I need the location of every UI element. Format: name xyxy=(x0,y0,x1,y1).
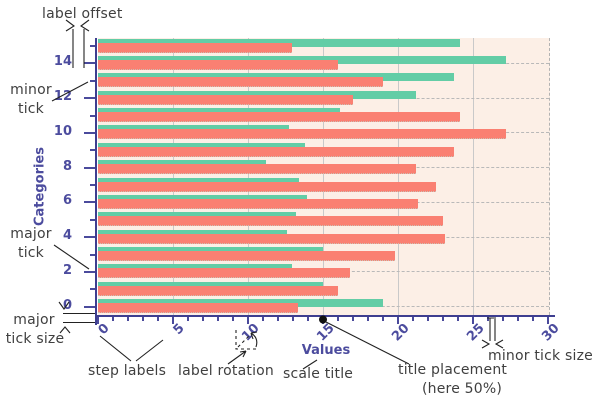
x-minor-tick xyxy=(442,316,444,321)
y-major-tick xyxy=(84,236,96,239)
x-tick-label: 25 xyxy=(464,321,488,345)
bar-red-13 xyxy=(98,77,383,88)
x-minor-tick xyxy=(352,316,354,321)
minor-tick-note-line1: minor xyxy=(10,82,52,98)
x-minor-tick xyxy=(262,316,264,321)
x-minor-tick xyxy=(142,316,144,321)
y-major-tick xyxy=(84,201,96,204)
x-minor-tick xyxy=(517,316,519,321)
y-minor-tick xyxy=(90,45,96,47)
vertical-gridline xyxy=(322,38,324,315)
x-axis-title: Values xyxy=(301,343,351,358)
y-tick-label: 6 xyxy=(62,193,72,209)
y-minor-tick xyxy=(90,253,96,256)
bar-red-9 xyxy=(98,146,454,157)
bar-red-14 xyxy=(98,59,338,70)
x-tick-label: 20 xyxy=(389,321,413,345)
label-offset-note: label offset xyxy=(42,6,123,22)
bar-red-5 xyxy=(98,216,443,227)
y-major-tick xyxy=(84,305,96,308)
x-minor-tick xyxy=(457,316,459,321)
bar-red-10 xyxy=(98,129,506,140)
x-minor-tick xyxy=(187,316,189,321)
vertical-gridline xyxy=(172,38,174,315)
minor-tick-note-line2: tick xyxy=(18,101,44,117)
y-minor-tick xyxy=(90,149,96,152)
x-tick-label: 10 xyxy=(239,321,263,345)
y-minor-tick xyxy=(90,288,96,291)
y-tick-label: 14 xyxy=(53,54,72,70)
bar-red-6 xyxy=(98,198,418,209)
x-minor-tick xyxy=(427,316,429,321)
title-placement-note-line2: (here 50%) xyxy=(422,381,503,397)
y-minor-tick xyxy=(90,79,96,82)
bar-red-8 xyxy=(98,164,416,175)
y-minor-tick xyxy=(90,114,96,117)
x-minor-tick xyxy=(277,316,279,321)
y-minor-tick xyxy=(90,218,96,221)
x-minor-tick xyxy=(307,316,309,321)
bar-red-4 xyxy=(98,233,445,244)
x-minor-tick xyxy=(202,316,204,321)
step-labels-note: step labels xyxy=(88,363,167,379)
x-minor-tick xyxy=(292,316,294,321)
x-minor-tick xyxy=(382,316,384,321)
x-tick-label: 5 xyxy=(170,321,188,339)
y-major-tick xyxy=(84,166,96,169)
x-minor-tick xyxy=(112,316,114,321)
major-tick-size-note-line2: tick size xyxy=(5,331,65,347)
x-minor-tick xyxy=(232,316,234,321)
bar-red-0 xyxy=(98,303,298,314)
x-major-tick xyxy=(472,316,474,324)
vertical-gridline xyxy=(247,38,249,315)
major-tick-size-note-line1: major xyxy=(13,312,55,328)
x-tick-label: 0 xyxy=(95,321,113,339)
y-tick-label: 8 xyxy=(62,158,72,174)
x-minor-tick xyxy=(217,316,219,321)
bar-red-3 xyxy=(98,251,395,261)
plot-right-border xyxy=(549,38,550,315)
y-major-tick xyxy=(84,270,96,273)
bar-red-7 xyxy=(98,181,436,192)
bar-red-2 xyxy=(98,268,350,279)
x-minor-tick xyxy=(367,316,369,321)
label-rotation-note: label rotation xyxy=(178,363,275,379)
y-major-tick xyxy=(84,62,96,65)
y-tick-label: 0 xyxy=(62,297,72,313)
x-minor-tick xyxy=(532,316,534,321)
x-major-tick xyxy=(172,316,174,324)
x-minor-tick xyxy=(337,316,339,321)
y-minor-tick xyxy=(90,184,96,186)
y-axis-line xyxy=(95,38,97,325)
x-minor-tick xyxy=(502,316,504,321)
title-placement-note-line1: title placement xyxy=(398,362,508,378)
y-tick-label: 10 xyxy=(53,123,72,139)
bar-red-12 xyxy=(98,94,353,105)
vertical-gridline xyxy=(472,38,474,315)
y-tick-label: 2 xyxy=(62,262,72,278)
major-tick-note-line2: tick xyxy=(18,245,44,261)
major-tick-note-line1: major xyxy=(10,226,52,242)
y-major-tick xyxy=(84,97,96,100)
vertical-gridline xyxy=(397,38,399,315)
x-major-tick xyxy=(547,316,549,324)
bar-red-1 xyxy=(98,285,338,296)
x-minor-tick xyxy=(157,316,159,321)
x-major-tick xyxy=(247,316,249,324)
y-axis-title: Categories xyxy=(32,147,48,227)
x-major-tick xyxy=(397,316,399,324)
y-major-tick xyxy=(84,131,96,134)
scale-title-note: scale title xyxy=(283,366,354,382)
y-tick-label: 4 xyxy=(62,228,72,244)
bar-red-11 xyxy=(98,112,460,122)
bar-red-15 xyxy=(98,42,292,53)
x-minor-tick xyxy=(412,316,414,321)
x-major-tick xyxy=(97,316,99,324)
x-minor-tick xyxy=(487,316,489,321)
x-axis-line xyxy=(95,314,555,317)
minor-tick-size-note: minor tick size xyxy=(488,348,593,364)
x-minor-tick xyxy=(127,316,129,321)
